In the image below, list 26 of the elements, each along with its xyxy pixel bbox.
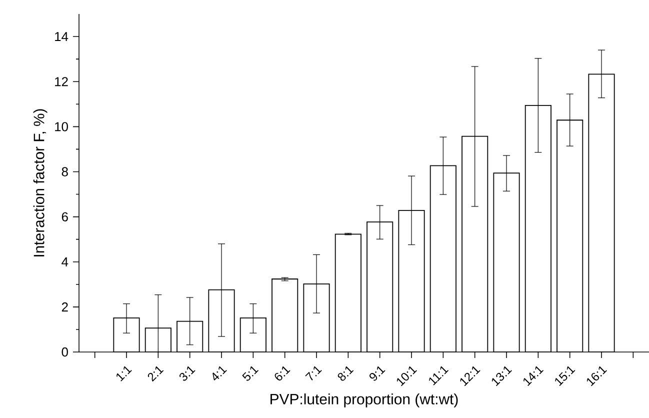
x-axis-title: PVP:lutein proportion (wt:wt) [270,393,458,408]
x-tick-label: 6:1 [274,366,290,380]
x-tick-label: 5:1 [242,366,259,381]
y-tick-label: 8 [62,167,68,176]
y-tick-label: 14 [55,32,68,41]
x-tick-label: 13:1 [492,366,512,386]
y-tick-label: 6 [62,212,68,222]
x-tick-label: 16:1 [586,366,607,386]
y-tick-label: 2 [62,302,68,312]
x-tick-label: 8:1 [338,366,354,381]
x-tick-label: 11:1 [429,366,449,386]
y-tick-label: 10 [55,122,68,132]
y-tick-label: 0 [62,347,68,357]
x-tick-label: 10:1 [396,366,417,386]
y-tick-label: 4 [62,257,68,266]
x-tick-label: 1:1 [116,366,132,382]
x-tick-label: 12:1 [460,366,480,386]
y-axis-title: Interaction factor F, %) [33,109,48,256]
x-tick-label: 4:1 [212,366,227,380]
x-tick-label: 7:1 [305,366,322,380]
x-tick-label: 14:1 [523,366,544,386]
x-tick-label: 3:1 [179,366,196,381]
x-tick-label: 2:1 [148,366,164,382]
x-tick-label: 15:1 [555,366,576,386]
x-tick-label: 9:1 [370,366,386,381]
y-tick-label: 12 [55,77,68,86]
